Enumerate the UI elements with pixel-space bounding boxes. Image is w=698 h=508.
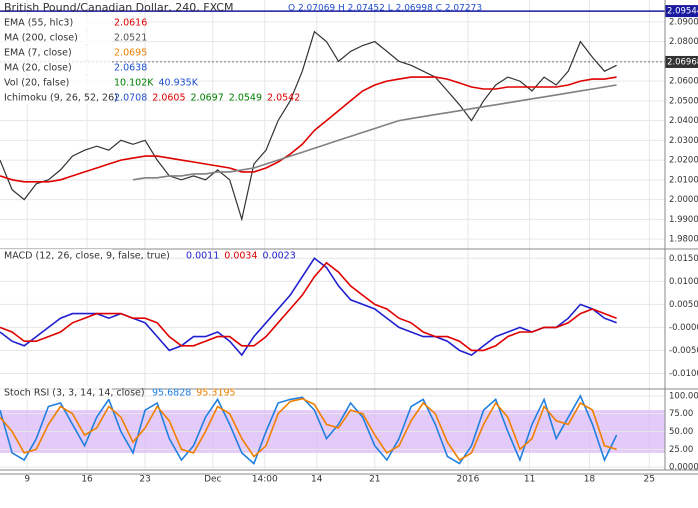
legend-value: 40.935K — [158, 78, 198, 89]
legend-box — [0, 76, 112, 89]
chart-title: British Pound/Canadian Dollar, 240, FXCM — [4, 1, 233, 14]
price-tag-label: 2.09544 — [667, 7, 698, 17]
price-tag — [665, 55, 698, 68]
price-tag — [665, 5, 698, 18]
y-tick-label: 0.0050 — [669, 300, 698, 310]
y-tick-label: 2.09000 — [669, 17, 698, 27]
legend-box — [0, 386, 112, 399]
y-tick-label: -0.0100 — [669, 369, 698, 379]
y-tick-label: 100.00 — [669, 391, 698, 401]
legend-value: 2.0605 — [152, 93, 185, 104]
y-tick-label: 2.00000 — [669, 195, 698, 205]
y-tick-label: 2.04000 — [669, 116, 698, 126]
y-tick-label: 2.02000 — [669, 156, 698, 166]
legend-value: 2.0616 — [114, 18, 147, 29]
series-line — [0, 30, 617, 222]
legend-value: 2.0521 — [114, 33, 147, 44]
series-line — [0, 394, 618, 465]
legend-box — [0, 249, 112, 262]
legend-box — [0, 61, 112, 74]
y-tick-label: 2.06000 — [669, 77, 698, 87]
legend-value: 2.0708 — [114, 93, 147, 104]
series-line — [0, 76, 617, 183]
legend-value: 2.0542 — [267, 93, 300, 104]
y-tick-label: 0.0100 — [669, 277, 698, 287]
x-tick-label: 11 — [524, 475, 535, 485]
legend-box — [0, 91, 112, 104]
legend-value: 2.0549 — [229, 93, 262, 104]
x-tick-label: Dec — [204, 475, 221, 485]
legend-value: 0.0011 — [186, 251, 219, 262]
x-tick-label: 14 — [311, 475, 323, 485]
y-tick-label: 1.99000 — [669, 215, 698, 225]
x-tick-label: 18 — [584, 475, 596, 485]
legend-box — [0, 31, 112, 44]
legend-label: MA (20, close) — [4, 63, 72, 74]
x-tick-label: 14:00 — [252, 475, 278, 485]
x-tick-label: 23 — [139, 475, 150, 485]
legend-value: 0.0023 — [263, 251, 296, 262]
legend-value: 95.6828 — [152, 388, 191, 399]
series-line — [132, 84, 617, 181]
legend-value: 0.0034 — [224, 251, 257, 262]
legend-label: EMA (7, close) — [4, 48, 72, 59]
legend-value: 2.0697 — [191, 93, 224, 104]
y-tick-label: 25.00 — [669, 445, 693, 455]
legend-label: MACD (12, 26, close, 9, false, true) — [4, 251, 170, 262]
legend-box — [0, 16, 112, 29]
y-tick-label: 2.05000 — [669, 96, 698, 106]
legend-value: 2.0695 — [114, 48, 147, 59]
x-tick-label: 25 — [644, 475, 655, 485]
y-tick-label: 2.08000 — [669, 37, 698, 47]
x-tick-label: 16 — [81, 475, 93, 485]
legend-label: EMA (55, hlc3) — [4, 18, 73, 29]
legend-label: Vol (20, false) — [4, 78, 69, 89]
x-tick-label: 9 — [24, 475, 30, 485]
y-tick-label: 50.00 — [669, 427, 693, 437]
x-tick-label: 2016 — [456, 475, 479, 485]
y-tick-label: 0.0150 — [669, 254, 698, 264]
series-line — [0, 261, 617, 352]
series-line — [0, 257, 617, 357]
legend-label: MA (200, close) — [4, 33, 78, 44]
y-tick-label: 75.00 — [669, 409, 693, 419]
y-tick-label: 2.03000 — [669, 136, 698, 146]
y-tick-label: -0.0000 — [669, 323, 698, 333]
legend-box — [0, 46, 112, 59]
legend-label: Ichimoku (9, 26, 52, 26) — [4, 93, 118, 104]
y-tick-label: 0.0000 — [669, 463, 698, 473]
y-tick-label: -0.0050 — [669, 346, 698, 356]
x-tick-label: 21 — [369, 475, 380, 485]
legend-value: 2.0638 — [114, 63, 147, 74]
legend-value: 95.3195 — [196, 388, 235, 399]
legend-value: 10.102K — [114, 78, 154, 89]
legend-label: Stoch RSI (3, 3, 14, 14, close) — [4, 388, 145, 399]
series-line — [0, 397, 617, 462]
ohlc: O 2.07069 H 2.07452 L 2.06998 C 2.07273 — [288, 4, 482, 14]
price-tag-label: 2.06968 — [667, 57, 698, 67]
y-tick-label: 1.98000 — [669, 235, 698, 245]
